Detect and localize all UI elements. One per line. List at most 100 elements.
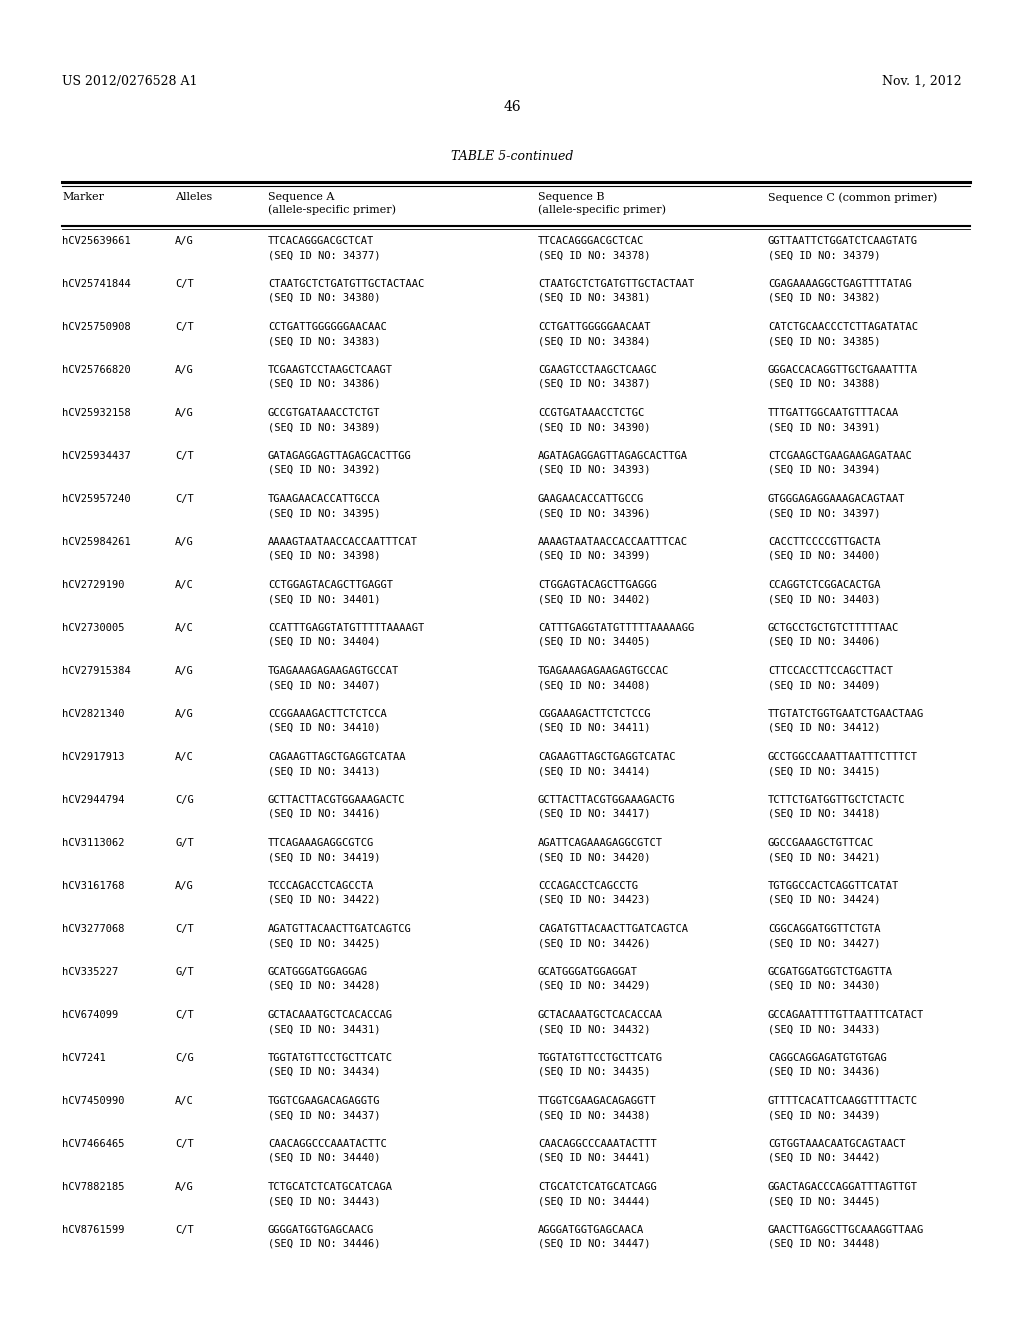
- Text: (SEQ ID NO: 34382): (SEQ ID NO: 34382): [768, 293, 881, 304]
- Text: GTTTTCACATTCAAGGTTTTACTC: GTTTTCACATTCAAGGTTTTACTC: [768, 1096, 918, 1106]
- Text: (SEQ ID NO: 34429): (SEQ ID NO: 34429): [538, 981, 650, 991]
- Text: (SEQ ID NO: 34390): (SEQ ID NO: 34390): [538, 422, 650, 432]
- Text: Alleles: Alleles: [175, 191, 212, 202]
- Text: GGGACCACAGGTTGCTGAAATTTA: GGGACCACAGGTTGCTGAAATTTA: [768, 366, 918, 375]
- Text: (SEQ ID NO: 34386): (SEQ ID NO: 34386): [268, 379, 381, 389]
- Text: (SEQ ID NO: 34396): (SEQ ID NO: 34396): [538, 508, 650, 517]
- Text: (SEQ ID NO: 34385): (SEQ ID NO: 34385): [768, 337, 881, 346]
- Text: (SEQ ID NO: 34421): (SEQ ID NO: 34421): [768, 851, 881, 862]
- Text: (SEQ ID NO: 34405): (SEQ ID NO: 34405): [538, 638, 650, 647]
- Text: CGGAAAGACTTCTCTCCG: CGGAAAGACTTCTCTCCG: [538, 709, 650, 719]
- Text: CTAATGCTCTGATGTTGCTACTAAT: CTAATGCTCTGATGTTGCTACTAAT: [538, 279, 694, 289]
- Text: (SEQ ID NO: 34397): (SEQ ID NO: 34397): [768, 508, 881, 517]
- Text: C/G: C/G: [175, 795, 194, 805]
- Text: CAGATGTTACAACTTGATCAGTCA: CAGATGTTACAACTTGATCAGTCA: [538, 924, 688, 935]
- Text: GAACTTGAGGCTTGCAAAGGTTAAG: GAACTTGAGGCTTGCAAAGGTTAAG: [768, 1225, 925, 1236]
- Text: CGAAGTCCTAAGCTCAAGC: CGAAGTCCTAAGCTCAAGC: [538, 366, 656, 375]
- Text: (SEQ ID NO: 34440): (SEQ ID NO: 34440): [268, 1152, 381, 1163]
- Text: GAAGAACACCATTGCCG: GAAGAACACCATTGCCG: [538, 494, 644, 504]
- Text: (SEQ ID NO: 34448): (SEQ ID NO: 34448): [768, 1239, 881, 1249]
- Text: (allele-specific primer): (allele-specific primer): [268, 205, 396, 215]
- Text: (allele-specific primer): (allele-specific primer): [538, 205, 666, 215]
- Text: hCV2730005: hCV2730005: [62, 623, 125, 634]
- Text: (SEQ ID NO: 34437): (SEQ ID NO: 34437): [268, 1110, 381, 1119]
- Text: TCCCAGACCTCAGCCTA: TCCCAGACCTCAGCCTA: [268, 880, 374, 891]
- Text: CAACAGGCCCAAATACTTT: CAACAGGCCCAAATACTTT: [538, 1139, 656, 1148]
- Text: A/G: A/G: [175, 667, 194, 676]
- Text: GCTTACTTACGTGGAAAGACTG: GCTTACTTACGTGGAAAGACTG: [538, 795, 676, 805]
- Text: hCV3161768: hCV3161768: [62, 880, 125, 891]
- Text: CCGTGATAAACCTCTGC: CCGTGATAAACCTCTGC: [538, 408, 644, 418]
- Text: C/T: C/T: [175, 322, 194, 333]
- Text: (SEQ ID NO: 34426): (SEQ ID NO: 34426): [538, 939, 650, 948]
- Text: CCAGGTCTCGGACACTGA: CCAGGTCTCGGACACTGA: [768, 579, 881, 590]
- Text: AGATAGAGGAGTTAGAGCACTTGA: AGATAGAGGAGTTAGAGCACTTGA: [538, 451, 688, 461]
- Text: US 2012/0276528 A1: US 2012/0276528 A1: [62, 75, 198, 88]
- Text: (SEQ ID NO: 34432): (SEQ ID NO: 34432): [538, 1024, 650, 1034]
- Text: (SEQ ID NO: 34416): (SEQ ID NO: 34416): [268, 809, 381, 818]
- Text: (SEQ ID NO: 34424): (SEQ ID NO: 34424): [768, 895, 881, 906]
- Text: (SEQ ID NO: 34444): (SEQ ID NO: 34444): [538, 1196, 650, 1206]
- Text: TCGAAGTCCTAAGCTCAAGT: TCGAAGTCCTAAGCTCAAGT: [268, 366, 393, 375]
- Text: TCTTCTGATGGTTGCTCTACTC: TCTTCTGATGGTTGCTCTACTC: [768, 795, 905, 805]
- Text: hCV25934437: hCV25934437: [62, 451, 131, 461]
- Text: A/C: A/C: [175, 752, 194, 762]
- Text: (SEQ ID NO: 34398): (SEQ ID NO: 34398): [268, 550, 381, 561]
- Text: A/G: A/G: [175, 366, 194, 375]
- Text: C/T: C/T: [175, 1139, 194, 1148]
- Text: TGAAGAACACCATTGCCA: TGAAGAACACCATTGCCA: [268, 494, 381, 504]
- Text: hCV25957240: hCV25957240: [62, 494, 131, 504]
- Text: (SEQ ID NO: 34430): (SEQ ID NO: 34430): [768, 981, 881, 991]
- Text: (SEQ ID NO: 34407): (SEQ ID NO: 34407): [268, 680, 381, 690]
- Text: A/G: A/G: [175, 537, 194, 546]
- Text: (SEQ ID NO: 34413): (SEQ ID NO: 34413): [268, 766, 381, 776]
- Text: CTAATGCTCTGATGTTGCTACTAAC: CTAATGCTCTGATGTTGCTACTAAC: [268, 279, 424, 289]
- Text: GCCTGGCCAAATTAATTTCTTTCT: GCCTGGCCAAATTAATTTCTTTCT: [768, 752, 918, 762]
- Text: CCGGAAAGACTTCTCTCCA: CCGGAAAGACTTCTCTCCA: [268, 709, 387, 719]
- Text: (SEQ ID NO: 34422): (SEQ ID NO: 34422): [268, 895, 381, 906]
- Text: TGGTATGTTCCTGCTTCATG: TGGTATGTTCCTGCTTCATG: [538, 1053, 663, 1063]
- Text: A/C: A/C: [175, 1096, 194, 1106]
- Text: (SEQ ID NO: 34438): (SEQ ID NO: 34438): [538, 1110, 650, 1119]
- Text: CAGAAGTTAGCTGAGGTCATAC: CAGAAGTTAGCTGAGGTCATAC: [538, 752, 676, 762]
- Text: (SEQ ID NO: 34419): (SEQ ID NO: 34419): [268, 851, 381, 862]
- Text: TGGTCGAAGACAGAGGTG: TGGTCGAAGACAGAGGTG: [268, 1096, 381, 1106]
- Text: hCV8761599: hCV8761599: [62, 1225, 125, 1236]
- Text: C/T: C/T: [175, 494, 194, 504]
- Text: AGGGATGGTGAGCAACA: AGGGATGGTGAGCAACA: [538, 1225, 644, 1236]
- Text: hCV25932158: hCV25932158: [62, 408, 131, 418]
- Text: (SEQ ID NO: 34400): (SEQ ID NO: 34400): [768, 550, 881, 561]
- Text: (SEQ ID NO: 34434): (SEQ ID NO: 34434): [268, 1067, 381, 1077]
- Text: A/G: A/G: [175, 408, 194, 418]
- Text: AAAAGTAATAACCACCAATTTCAC: AAAAGTAATAACCACCAATTTCAC: [538, 537, 688, 546]
- Text: CGTGGTAAACAATGCAGTAACT: CGTGGTAAACAATGCAGTAACT: [768, 1139, 905, 1148]
- Text: (SEQ ID NO: 34439): (SEQ ID NO: 34439): [768, 1110, 881, 1119]
- Text: CGGCAGGATGGTTCTGTA: CGGCAGGATGGTTCTGTA: [768, 924, 881, 935]
- Text: (SEQ ID NO: 34431): (SEQ ID NO: 34431): [268, 1024, 381, 1034]
- Text: Marker: Marker: [62, 191, 104, 202]
- Text: (SEQ ID NO: 34388): (SEQ ID NO: 34388): [768, 379, 881, 389]
- Text: hCV25750908: hCV25750908: [62, 322, 131, 333]
- Text: hCV25639661: hCV25639661: [62, 236, 131, 246]
- Text: CTCGAAGCTGAAGAAGAGATAAC: CTCGAAGCTGAAGAAGAGATAAC: [768, 451, 911, 461]
- Text: hCV25984261: hCV25984261: [62, 537, 131, 546]
- Text: CACCTTCCCCGTTGACTA: CACCTTCCCCGTTGACTA: [768, 537, 881, 546]
- Text: TGGTATGTTCCTGCTTCATC: TGGTATGTTCCTGCTTCATC: [268, 1053, 393, 1063]
- Text: (SEQ ID NO: 34389): (SEQ ID NO: 34389): [268, 422, 381, 432]
- Text: CCTGATTGGGGGGAACAAC: CCTGATTGGGGGGAACAAC: [268, 322, 387, 333]
- Text: Nov. 1, 2012: Nov. 1, 2012: [883, 75, 962, 88]
- Text: CCCAGACCTCAGCCTG: CCCAGACCTCAGCCTG: [538, 880, 638, 891]
- Text: hCV3113062: hCV3113062: [62, 838, 125, 847]
- Text: (SEQ ID NO: 34423): (SEQ ID NO: 34423): [538, 895, 650, 906]
- Text: GGTTAATTCTGGATCTCAAGTATG: GGTTAATTCTGGATCTCAAGTATG: [768, 236, 918, 246]
- Text: hCV7241: hCV7241: [62, 1053, 105, 1063]
- Text: GATAGAGGAGTTAGAGCACTTGG: GATAGAGGAGTTAGAGCACTTGG: [268, 451, 412, 461]
- Text: Sequence A: Sequence A: [268, 191, 335, 202]
- Text: GCCGTGATAAACCTCTGT: GCCGTGATAAACCTCTGT: [268, 408, 381, 418]
- Text: (SEQ ID NO: 34378): (SEQ ID NO: 34378): [538, 249, 650, 260]
- Text: GCCAGAATTTTGTTAATTTCATACT: GCCAGAATTTTGTTAATTTCATACT: [768, 1010, 925, 1020]
- Text: (SEQ ID NO: 34408): (SEQ ID NO: 34408): [538, 680, 650, 690]
- Text: GCTACAAATGCTCACACCAA: GCTACAAATGCTCACACCAA: [538, 1010, 663, 1020]
- Text: hCV674099: hCV674099: [62, 1010, 118, 1020]
- Text: Sequence C (common primer): Sequence C (common primer): [768, 191, 937, 202]
